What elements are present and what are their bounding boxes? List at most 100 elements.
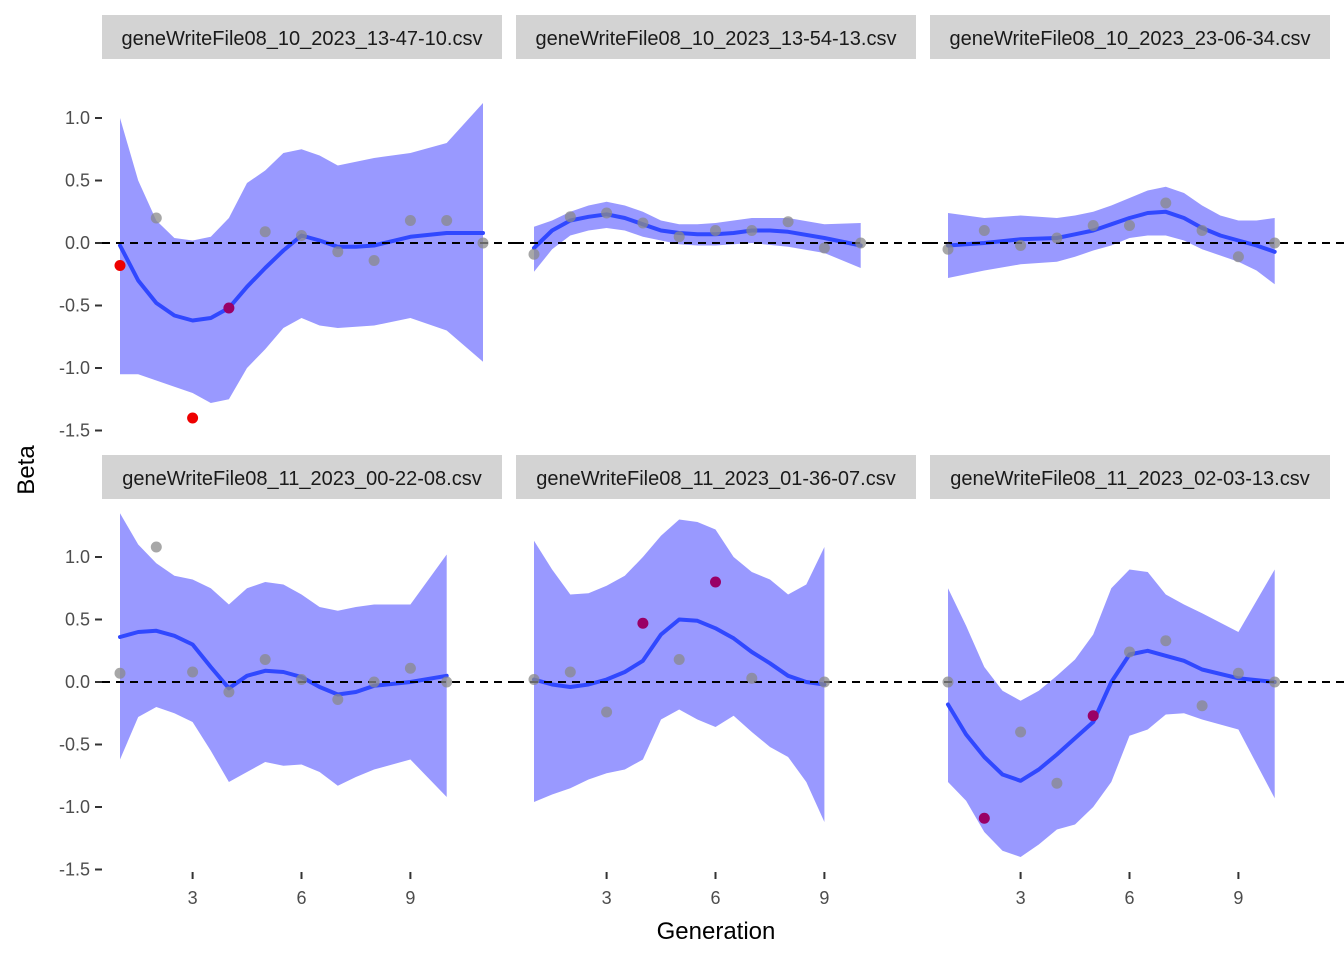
y-tick-label: -0.5: [59, 735, 90, 755]
facet-strip: [102, 15, 502, 59]
facet-panel-4: geneWriteFile08_11_2023_00-22-08.csv 1.0 0…: [59, 455, 516, 908]
facet-strip-title: geneWriteFile08_10_2023_23-06-34.csv: [950, 28, 1311, 50]
confidence-band: [534, 519, 825, 822]
facet-panel-3: geneWriteFile08_10_2023_23-06-34.csv: [930, 15, 1344, 285]
data-point: [1196, 700, 1208, 712]
y-tick-label: 0.5: [65, 610, 90, 630]
facet-strip: [102, 455, 502, 499]
data-point: [782, 216, 794, 228]
smooth-line: [946, 648, 1277, 783]
data-point: [1160, 635, 1172, 647]
data-point: [1015, 240, 1027, 251]
confidence-band: [948, 186, 1275, 285]
smooth-line: [946, 209, 1277, 254]
facet-strip: [930, 455, 1330, 499]
data-point: [601, 207, 613, 219]
data-point: [746, 672, 758, 684]
data-point: [1051, 777, 1063, 789]
data-point: [1269, 676, 1281, 688]
facet-strip-title: geneWriteFile08_11_2023_02-03-13.csv: [950, 468, 1310, 490]
x-tick-label: 9: [405, 888, 415, 908]
y-tick-label: -1.5: [59, 860, 90, 880]
x-tick-label: 6: [1124, 888, 1134, 908]
data-point: [1232, 667, 1244, 679]
facet-strip: [516, 15, 916, 59]
data-point: [1269, 237, 1281, 249]
y-tick-label: -0.5: [59, 296, 90, 316]
data-point: [942, 243, 954, 255]
y-tick-label: 0.0: [65, 672, 90, 692]
facet-strip-title: geneWriteFile08_10_2023_13-47-10.csv: [122, 28, 483, 50]
confidence-band: [120, 513, 447, 797]
data-point: [601, 706, 613, 718]
data-point: [223, 686, 235, 698]
data-point: [332, 694, 344, 705]
data-point: [150, 212, 162, 224]
x-tick-label: 9: [1233, 888, 1243, 908]
data-point: [818, 676, 830, 688]
confidence-band: [948, 569, 1275, 857]
y-tick-label: 1.0: [65, 547, 90, 567]
data-point: [296, 674, 307, 685]
data-point: [1232, 251, 1244, 263]
y-tick-label: 0.5: [65, 171, 90, 191]
data-point: [818, 242, 830, 254]
data-point: [1087, 220, 1099, 231]
facet-panel-5: geneWriteFile08_11_2023_01-36-07.csv 3 6 9: [516, 455, 930, 908]
data-point: [855, 237, 867, 249]
facet-strip-title: geneWriteFile08_10_2023_13-54-13.csv: [536, 28, 897, 50]
data-point: [150, 541, 162, 553]
data-point: [528, 674, 540, 685]
y-tick-label: 0.0: [65, 233, 90, 253]
y-tick-label: -1.0: [59, 358, 90, 378]
data-point: [1015, 726, 1027, 738]
data-point: [477, 237, 489, 249]
data-point: [441, 676, 453, 688]
data-point: [1124, 220, 1135, 231]
data-point: [528, 248, 540, 260]
data-point: [978, 812, 990, 824]
data-point: [223, 302, 235, 314]
data-point: [710, 576, 721, 588]
data-point: [441, 215, 453, 226]
confidence-band: [120, 103, 483, 403]
x-tick-label: 3: [1016, 888, 1026, 908]
data-point: [114, 667, 126, 679]
x-tick-label: 3: [188, 888, 198, 908]
x-axis-title: Generation: [657, 918, 776, 945]
data-point: [564, 666, 576, 678]
facet-strip: [930, 15, 1330, 59]
smooth-line: [118, 628, 449, 697]
data-point: [637, 617, 649, 629]
data-point: [368, 255, 380, 266]
y-tick-label: -1.0: [59, 797, 90, 817]
data-point: [978, 225, 990, 236]
y-tick-label: -1.5: [59, 421, 90, 441]
y-tick-label: 1.0: [65, 108, 90, 128]
facet-panel-2: geneWriteFile08_10_2023_13-54-13.csv: [516, 15, 930, 272]
x-tick-label: 6: [710, 888, 720, 908]
data-point: [942, 676, 954, 688]
data-point: [637, 217, 649, 229]
data-point: [673, 654, 685, 665]
data-point: [1124, 646, 1135, 658]
data-point: [259, 226, 271, 238]
data-point: [332, 246, 344, 258]
data-point: [710, 225, 721, 236]
data-point: [368, 676, 380, 688]
data-point: [673, 231, 685, 243]
x-tick-label: 3: [602, 888, 612, 908]
data-point: [259, 654, 271, 665]
confidence-band: [534, 201, 861, 272]
data-point: [187, 412, 199, 424]
facet-strip-title: geneWriteFile08_11_2023_01-36-07.csv: [536, 468, 896, 490]
data-point: [114, 260, 126, 271]
smooth-line: [118, 231, 485, 323]
data-point: [564, 211, 576, 223]
facet-panel-6: geneWriteFile08_11_2023_02-03-13.csv 3 6 9: [930, 455, 1344, 908]
data-point: [1160, 197, 1172, 209]
data-point: [1087, 710, 1099, 722]
data-point: [746, 225, 758, 236]
data-point: [404, 662, 416, 674]
